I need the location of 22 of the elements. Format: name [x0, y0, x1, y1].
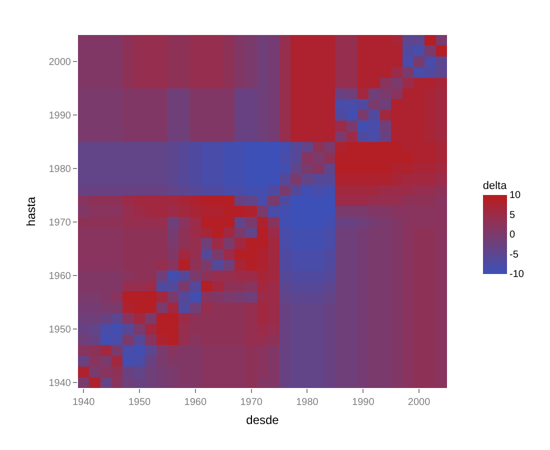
y-axis-title: hasta — [24, 196, 38, 226]
x-tick-label: 1990 — [352, 397, 375, 408]
color-bar-label: 0 — [510, 230, 516, 241]
x-tick-label: 1960 — [184, 397, 207, 408]
x-tick-label: 1970 — [240, 397, 263, 408]
color-bar-label: -5 — [510, 249, 519, 260]
y-tick-label: 1990 — [48, 110, 72, 122]
y-tick-label: 2000 — [48, 57, 72, 68]
y-tick-label: 1960 — [48, 271, 72, 282]
y-tick-label: 1940 — [48, 378, 72, 390]
x-tick-label: 1980 — [296, 397, 319, 408]
color-bar-label: 10 — [510, 190, 522, 202]
y-tick-label: 1970 — [48, 218, 72, 229]
color-bar-label: -10 — [510, 269, 524, 280]
y-tick-label: 1950 — [48, 324, 72, 336]
color-bar-label: 5 — [510, 210, 516, 221]
y-tick-label: 1980 — [48, 164, 72, 176]
x-tick-label: 1940 — [72, 397, 96, 408]
x-axis-title: desde — [246, 412, 280, 427]
color-bar-title: delta — [482, 180, 508, 192]
x-tick-label: 2000 — [408, 397, 431, 408]
x-tick-label: 1950 — [128, 397, 152, 408]
